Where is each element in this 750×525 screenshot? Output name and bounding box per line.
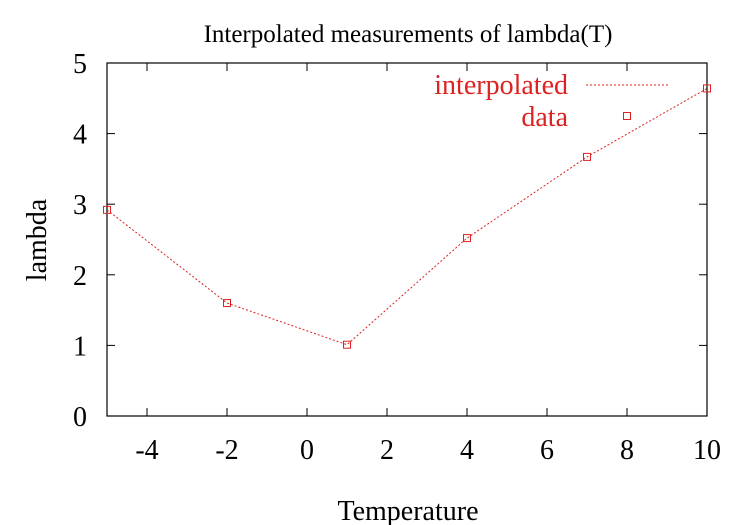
x-tick-label: 4 <box>460 435 474 466</box>
data-point-marker <box>103 205 111 214</box>
x-tick-label: 0 <box>300 435 314 466</box>
chart-title: Interpolated measurements of lambda(T) <box>204 21 613 48</box>
x-tick-label: -4 <box>135 435 158 466</box>
y-axis-ticks: 0 1 2 3 4 5 <box>73 49 707 433</box>
series-line-interpolated <box>106 87 708 346</box>
x-tick-label: 8 <box>620 435 634 466</box>
y-axis-label: lambda <box>22 198 53 281</box>
legend-label-data: data <box>521 102 568 133</box>
data-point-marker <box>223 299 231 308</box>
x-tick-label: 10 <box>693 435 721 466</box>
y-tick-label: 2 <box>73 261 87 292</box>
legend-label-interpolated: interpolated <box>434 70 568 101</box>
x-axis-label: Temperature <box>337 496 478 525</box>
legend-marker-sample <box>623 112 631 120</box>
x-tick-label: -2 <box>215 435 238 466</box>
y-tick-label: 3 <box>73 190 87 221</box>
plot-frame <box>106 62 708 417</box>
data-point-marker <box>343 340 351 349</box>
x-tick-label: 6 <box>540 435 554 466</box>
x-axis-ticks: -4 -2 0 2 4 6 8 10 <box>135 63 721 466</box>
data-point-marker <box>703 84 711 93</box>
x-tick-label: 2 <box>380 435 394 466</box>
series-layer <box>103 84 711 349</box>
legend: interpolated data <box>434 70 668 133</box>
data-point-marker <box>583 152 591 161</box>
y-tick-label: 1 <box>73 331 87 362</box>
data-point-marker <box>463 234 471 243</box>
y-tick-label: 0 <box>73 402 87 433</box>
y-tick-label: 5 <box>73 49 87 80</box>
y-tick-label: 4 <box>73 120 87 151</box>
